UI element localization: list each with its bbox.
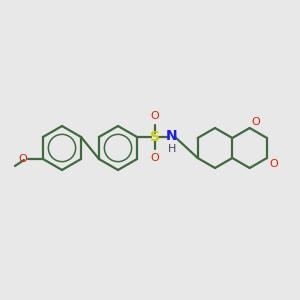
Text: S: S [150, 130, 160, 144]
Text: H: H [168, 144, 176, 154]
Text: O: O [18, 154, 27, 164]
Text: N: N [166, 129, 178, 143]
Text: O: O [151, 153, 159, 163]
Text: O: O [252, 117, 260, 127]
Text: O: O [151, 111, 159, 121]
Text: O: O [269, 159, 278, 169]
